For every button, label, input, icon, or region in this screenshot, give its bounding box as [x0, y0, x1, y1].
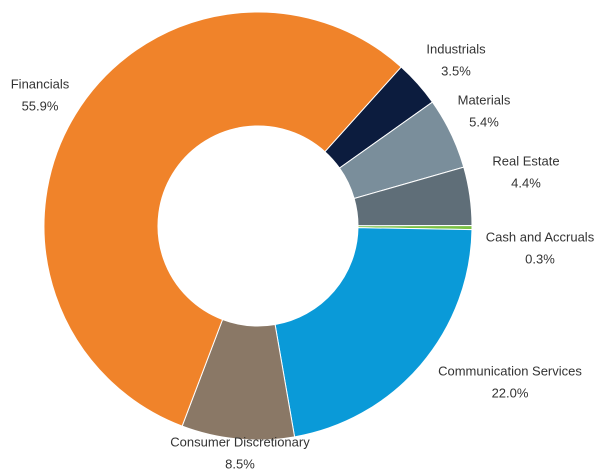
slice-value: 4.4%	[511, 175, 541, 190]
slice-value: 0.3%	[525, 251, 555, 266]
slice-label: Consumer Discretionary	[170, 434, 310, 449]
slice-label: Communication Services	[438, 363, 582, 378]
slice	[274, 227, 473, 438]
slice-value: 5.4%	[469, 114, 499, 129]
slice	[43, 11, 402, 427]
slice-value: 8.5%	[225, 456, 255, 471]
slice-label: Financials	[11, 76, 70, 91]
slice-label: Cash and Accruals	[486, 229, 595, 244]
slice-value: 55.9%	[22, 98, 59, 113]
slice-value: 3.5%	[441, 63, 471, 78]
slice-label: Industrials	[426, 41, 486, 56]
slice-label: Materials	[458, 92, 511, 107]
slice-label: Real Estate	[492, 153, 559, 168]
slice-value: 22.0%	[492, 385, 529, 400]
